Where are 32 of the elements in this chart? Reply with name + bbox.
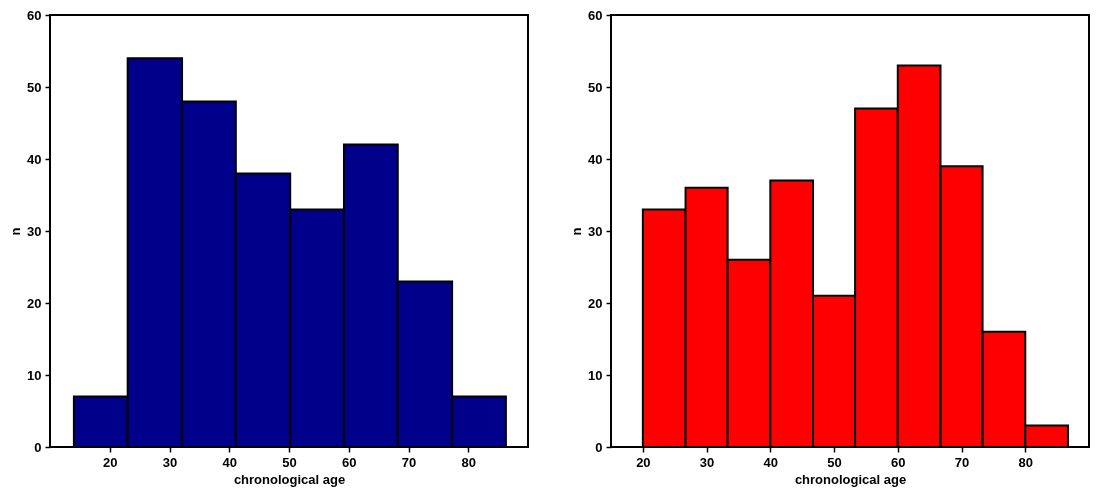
x-tick-label: 60 (891, 454, 906, 470)
x-tick-label: 20 (103, 454, 118, 470)
x-tick-label: 70 (401, 454, 417, 470)
x-tick-label: 20 (636, 454, 651, 470)
x-tick-label: 40 (222, 454, 237, 470)
y-tick-label: 40 (27, 151, 42, 167)
y-tick-label: 50 (588, 79, 603, 95)
x-tick-label: 50 (282, 454, 297, 470)
y-axis-title: n (8, 227, 24, 236)
x-axis-title: chronological age (233, 471, 346, 487)
x-tick-label: 50 (827, 454, 842, 470)
x-tick-label: 70 (954, 454, 970, 470)
y-tick-label: 40 (588, 151, 603, 167)
y-tick-label: 0 (34, 439, 42, 455)
x-tick-label: 80 (1018, 454, 1033, 470)
y-tick-label: 10 (588, 367, 603, 383)
x-tick-label: 80 (461, 454, 476, 470)
y-tick-label: 30 (588, 223, 603, 239)
x-tick-label: 30 (699, 454, 715, 470)
y-tick-label: 30 (27, 223, 42, 239)
y-tick-label: 0 (595, 439, 603, 455)
x-tick-label: 60 (342, 454, 357, 470)
y-tick-label: 20 (588, 295, 603, 311)
y-axis-title: n (569, 227, 585, 236)
y-tick-label: 20 (27, 295, 42, 311)
y-tick-label: 10 (27, 367, 42, 383)
y-tick-label: 60 (27, 7, 42, 23)
y-tick-label: 60 (588, 7, 603, 23)
x-tick-label: 40 (763, 454, 779, 470)
y-tick-label: 50 (27, 79, 42, 95)
x-axis-title: chronological age (794, 471, 907, 487)
x-tick-label: 30 (162, 454, 178, 470)
